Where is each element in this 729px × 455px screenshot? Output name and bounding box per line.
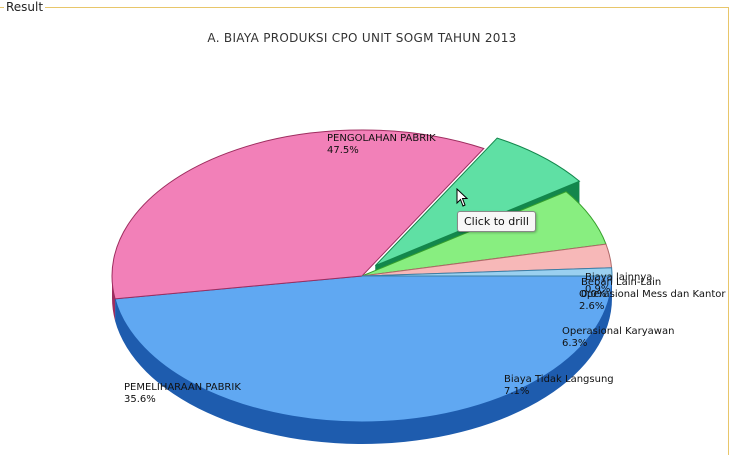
result-panel-legend: Result	[4, 0, 46, 14]
slice-label-biaya-tidak-langsung: Biaya Tidak Langsung	[504, 374, 614, 385]
slice-label-beban-lain-lain: Beban Lain-Lain	[581, 277, 661, 288]
chart-title: A. BIAYA PRODUKSI CPO UNIT SOGM TAHUN 20…	[207, 31, 516, 45]
pie-slice-biaya-lainnya[interactable]	[361, 267, 613, 277]
slice-label-pengolahan-pabrik: PENGOLAHAN PABRIK	[327, 133, 436, 144]
pie-slice-pengolahan-pabrik[interactable]	[114, 275, 613, 423]
slice-percent-beban-lain-lain: 0.0%	[581, 289, 606, 300]
mouse-cursor-icon	[456, 188, 469, 207]
pie-side-pemeliharaan-pabrik	[112, 276, 116, 321]
drill-tooltip: Click to drill	[457, 211, 536, 232]
slice-label-operasional-mess-dan-kantor: Operasional Mess dan Kantor	[579, 289, 726, 300]
slice-label-pemeliharaan-pabrik: PEMELIHARAAN PABRIK	[124, 382, 241, 393]
slice-percent-operasional-mess-dan-kantor: 2.6%	[579, 301, 604, 312]
pie-slice-biaya-tidak-langsung[interactable]	[375, 137, 581, 267]
slice-percent-pengolahan-pabrik: 47.5%	[327, 145, 359, 156]
slice-percent-biaya-tidak-langsung: 7.1%	[504, 386, 529, 397]
slice-percent-biaya-lainnya: 0.9%	[585, 284, 610, 295]
slice-percent-operasional-karyawan: 6.3%	[562, 338, 587, 349]
slice-label-biaya-lainnya: Biaya lainnya	[585, 272, 652, 283]
pie-slice-pemeliharaan-pabrik[interactable]	[111, 129, 485, 300]
slice-label-operasional-karyawan: Operasional Karyawan	[562, 326, 674, 337]
slice-percent-pemeliharaan-pabrik: 35.6%	[124, 394, 156, 405]
result-panel-border	[0, 7, 729, 8]
